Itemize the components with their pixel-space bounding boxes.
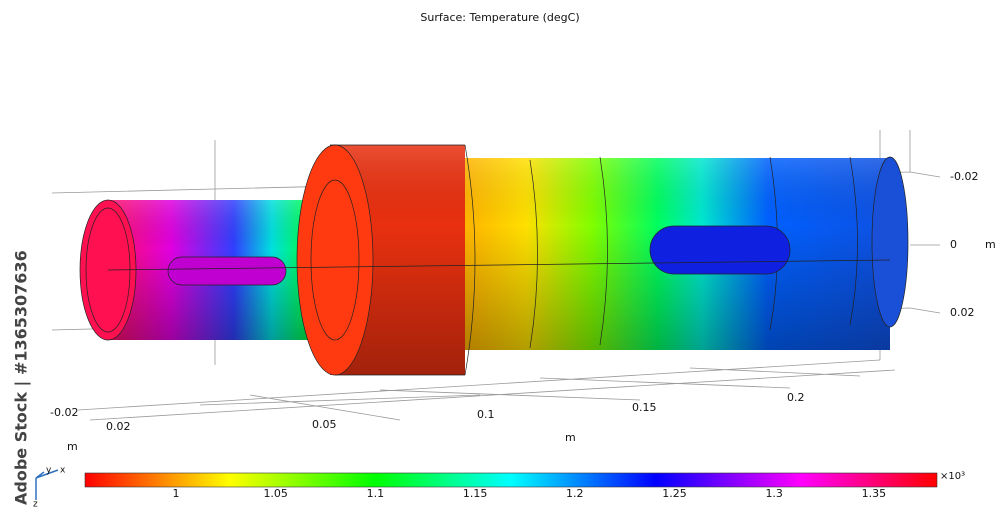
- axis-tick: 0.02: [106, 420, 131, 433]
- axis-unit: m: [985, 238, 996, 251]
- colorbar-tick-label: 1.3: [765, 487, 783, 500]
- axis-tick: -0.02: [50, 406, 78, 419]
- colorbar-ticks: 1 1.05 1.1 1.15 1.2 1.25 1.3 1.35: [173, 487, 887, 500]
- axis-tick: 0: [950, 238, 957, 251]
- axis-tick: 0.02: [950, 306, 975, 319]
- axis-tick: 0.05: [312, 418, 337, 431]
- triad-z: z: [33, 500, 38, 509]
- colorbar-tick-label: 1.35: [862, 487, 887, 500]
- axis-unit: m: [565, 431, 576, 444]
- colorbar-tick-label: 1.15: [463, 487, 488, 500]
- plot-title: Surface: Temperature (degC): [420, 11, 579, 24]
- colorbar-tick-label: 1.05: [263, 487, 288, 500]
- axis-tick: 0.1: [477, 408, 495, 421]
- triad-x: x: [60, 466, 66, 476]
- triad-y: y: [46, 466, 52, 476]
- colorbar-multiplier: ×10³: [940, 471, 965, 482]
- colorbar-tick-label: 1.1: [367, 487, 385, 500]
- axis-tick: 0.2: [787, 391, 805, 404]
- watermark: Adobe Stock | #1365307636: [12, 250, 32, 505]
- axis-tick: -0.02: [950, 170, 978, 183]
- triad: x y z: [33, 466, 66, 509]
- colorbar-tick-label: 1.25: [662, 487, 687, 500]
- axis-tick: 0.15: [632, 401, 657, 414]
- colorbar-tick-label: 1: [173, 487, 180, 500]
- axis-unit: m: [67, 440, 78, 453]
- colorbar-tick-label: 1.2: [566, 487, 584, 500]
- shaft: [79, 144, 909, 376]
- colorbar: [84, 472, 938, 488]
